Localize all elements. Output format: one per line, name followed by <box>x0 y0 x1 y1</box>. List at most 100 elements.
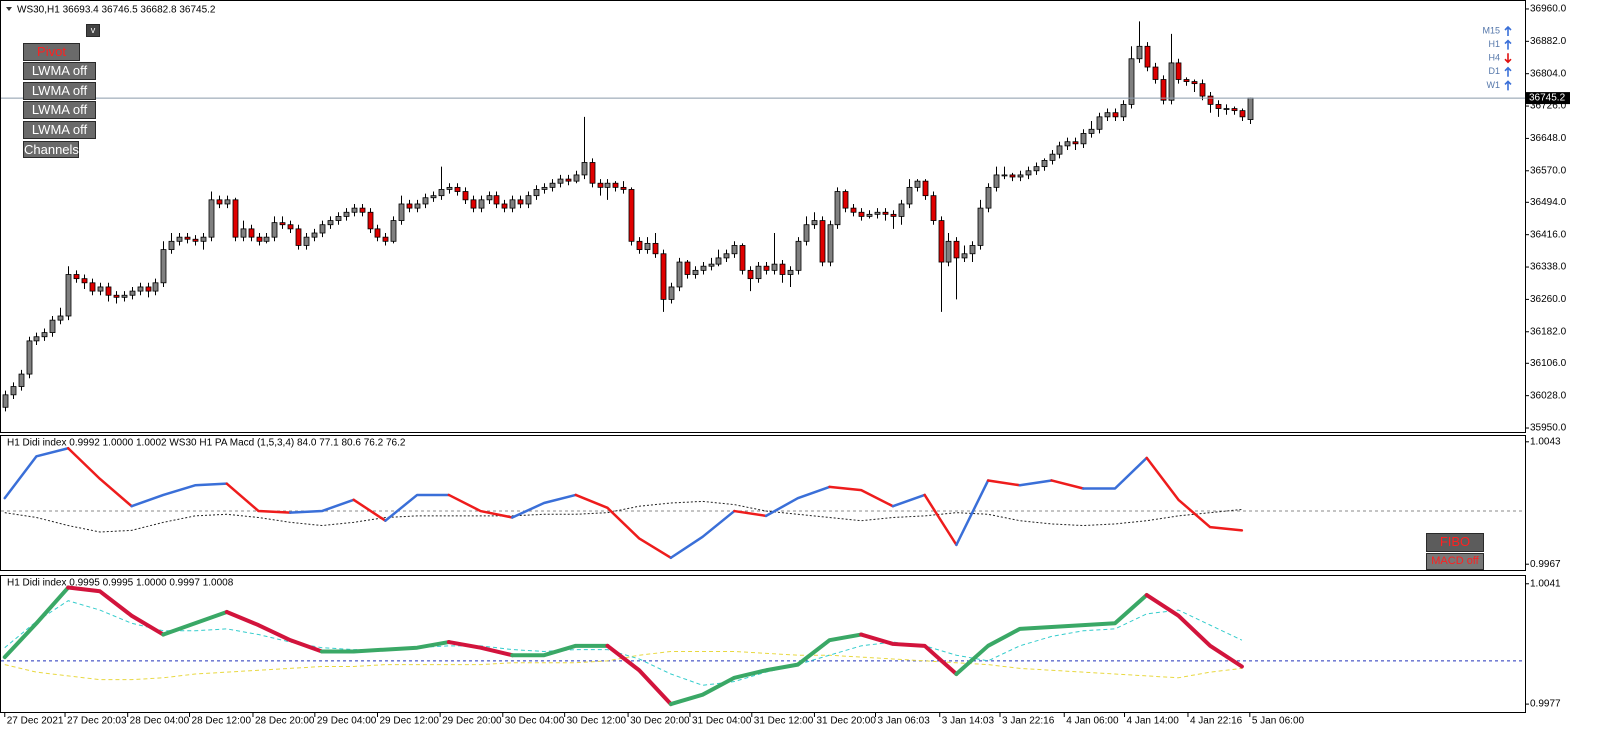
candle-body <box>533 189 540 197</box>
candle-body <box>525 195 532 205</box>
lwma-button[interactable]: LWMA off <box>23 121 96 139</box>
y-tick-label: 0.9977 <box>1530 699 1561 710</box>
candle-body <box>1152 66 1159 80</box>
candle-body <box>993 174 1000 188</box>
lwma-button[interactable]: LWMA off <box>23 62 96 80</box>
candle-body <box>771 263 778 271</box>
candle-body <box>1223 108 1230 110</box>
indicator-line <box>733 509 768 518</box>
y-tick-label: 0.9967 <box>1530 559 1561 570</box>
candle-body <box>1049 153 1056 161</box>
indicator-line <box>923 493 958 547</box>
candle-body <box>1080 133 1087 145</box>
x-tick-label: 29 Dec 12:00 <box>379 716 439 727</box>
indicator-line <box>1082 456 1148 490</box>
candle-body <box>184 236 191 240</box>
trend-arrow <box>1504 25 1512 36</box>
candle-body <box>795 240 802 271</box>
candle-body <box>390 220 397 242</box>
candle-body <box>454 186 461 192</box>
candle-body <box>557 178 564 184</box>
x-tick-label: 30 Dec 12:00 <box>567 716 627 727</box>
candle-body <box>763 265 770 271</box>
timeframe-label: W1 <box>1487 80 1501 90</box>
candle-body <box>898 203 905 217</box>
candle-body <box>969 245 976 255</box>
candle-body <box>374 228 381 238</box>
candle-body <box>256 236 263 242</box>
candle-body <box>311 232 318 238</box>
macd-button[interactable]: MACD off <box>1426 553 1484 570</box>
lwma-button[interactable]: LWMA off <box>23 82 96 100</box>
candle-body <box>811 220 818 226</box>
candle-body <box>200 236 207 242</box>
candle-body <box>406 203 413 209</box>
fibo-button[interactable]: FIBO <box>1426 533 1484 552</box>
candle-body <box>541 186 548 190</box>
candle-body <box>620 186 627 190</box>
x-tick-label: 31 Dec 04:00 <box>692 716 752 727</box>
indicator-line <box>954 593 1149 677</box>
candle-body <box>398 203 405 221</box>
candle-body <box>232 199 239 238</box>
candle-body <box>715 257 722 265</box>
pane-title: H1 Didi index 0.9992 1.0000 1.0002 WS30 … <box>7 438 406 449</box>
trend-arrow <box>1504 39 1512 50</box>
candle-body <box>295 228 302 246</box>
candle-body <box>65 274 72 317</box>
candle-body <box>10 386 17 396</box>
y-tick-label: 36804.0 <box>1530 68 1567 79</box>
candle-body <box>874 211 881 215</box>
pane-title: H1 Didi index 0.9995 0.9995 1.0000 0.999… <box>7 578 234 589</box>
candle-body <box>644 242 651 251</box>
x-tick-label: 29 Dec 04:00 <box>317 716 377 727</box>
toggle-button[interactable]: v <box>86 24 100 37</box>
candle-body <box>906 186 913 205</box>
candle-body <box>216 199 223 205</box>
candle-body <box>486 195 493 201</box>
x-tick-label: 5 Jan 06:00 <box>1252 716 1305 727</box>
candle-body <box>692 269 699 275</box>
candle-body <box>105 286 112 296</box>
candle-body <box>1231 108 1238 112</box>
candle-body <box>287 224 294 230</box>
candle-body <box>660 253 667 300</box>
candle-body <box>573 174 580 182</box>
channels-button[interactable]: Channels <box>23 141 79 158</box>
candle-body <box>89 282 96 292</box>
candle-body <box>1199 83 1206 97</box>
candle-body <box>137 286 144 292</box>
candle-body <box>755 265 762 280</box>
candle-body <box>26 340 33 375</box>
candle-body <box>335 216 342 221</box>
indicator-line <box>446 640 515 658</box>
indicator-line <box>1050 479 1085 490</box>
candle-body <box>121 294 128 298</box>
candle-body <box>438 189 445 197</box>
indicator-line <box>4 600 1243 686</box>
candle-body <box>18 373 25 387</box>
lwma-button[interactable]: LWMA off <box>23 101 96 119</box>
candle-body <box>248 228 255 238</box>
x-tick-label: 4 Jan 22:16 <box>1190 716 1243 727</box>
candle-body <box>1191 81 1198 85</box>
candle-body <box>382 236 389 242</box>
pivot-button[interactable]: Pivot <box>23 43 80 61</box>
indicator-line <box>828 485 895 508</box>
indicator-line <box>225 482 292 514</box>
candle-body <box>1025 170 1032 176</box>
candle-body <box>97 286 104 292</box>
x-tick-label: 31 Dec 12:00 <box>754 716 814 727</box>
indicator-line <box>130 482 229 508</box>
candle-body <box>1144 45 1151 68</box>
candle-body <box>834 191 841 226</box>
candle-body <box>1247 97 1254 120</box>
candle-body <box>961 253 968 259</box>
indicator-line <box>511 493 577 519</box>
candle-body <box>41 332 48 338</box>
candle-body <box>1183 79 1190 82</box>
menu-icon <box>6 7 12 11</box>
indicator-line <box>1018 479 1053 487</box>
candle-body <box>430 195 437 199</box>
candle-body <box>208 199 215 238</box>
